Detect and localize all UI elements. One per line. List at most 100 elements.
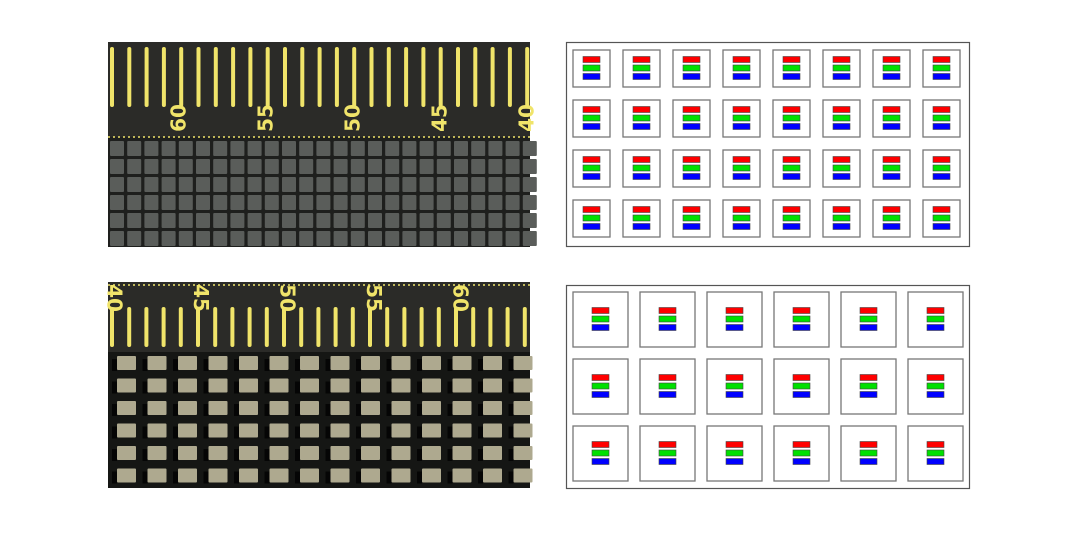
blue-subpixel bbox=[782, 173, 801, 180]
green-subpixel bbox=[859, 382, 878, 390]
chip bbox=[247, 159, 262, 174]
pixel-cell bbox=[622, 149, 661, 188]
chip bbox=[208, 423, 228, 438]
chip-shadow bbox=[142, 449, 148, 461]
ruler-label: 40 bbox=[515, 104, 539, 132]
blue-subpixel bbox=[632, 173, 651, 180]
chip bbox=[269, 468, 289, 483]
ruler-tick bbox=[402, 307, 407, 347]
pixel-cell bbox=[822, 149, 861, 188]
chip bbox=[452, 401, 472, 415]
chip bbox=[144, 177, 159, 192]
chip bbox=[350, 195, 365, 210]
chip bbox=[300, 401, 319, 415]
red-subpixel bbox=[732, 156, 751, 163]
chip bbox=[361, 356, 380, 370]
chip bbox=[161, 159, 176, 174]
chip bbox=[513, 401, 533, 415]
red-subpixel bbox=[732, 206, 751, 213]
ruler-tick bbox=[127, 307, 132, 347]
ruler-tick bbox=[522, 307, 527, 347]
chip bbox=[299, 141, 314, 156]
chip bbox=[513, 423, 533, 438]
pixel-cell bbox=[722, 99, 761, 138]
chip bbox=[196, 231, 210, 246]
pixel-cell bbox=[622, 199, 661, 238]
chip bbox=[452, 468, 472, 483]
pixel-cell bbox=[672, 49, 711, 88]
green-subpixel bbox=[725, 449, 744, 457]
chip bbox=[196, 141, 210, 156]
green-subpixel bbox=[832, 214, 851, 222]
chip bbox=[522, 213, 537, 228]
green-subpixel bbox=[882, 114, 901, 122]
blue-subpixel bbox=[859, 324, 878, 331]
chip bbox=[385, 195, 400, 210]
chip bbox=[264, 177, 279, 192]
chip bbox=[402, 195, 417, 210]
chip-shadow bbox=[142, 404, 148, 416]
green-subpixel bbox=[882, 214, 901, 222]
pixel-cell bbox=[773, 358, 830, 415]
green-subpixel bbox=[591, 315, 610, 323]
ruler-tick bbox=[283, 47, 287, 107]
chip bbox=[419, 231, 434, 246]
pixel-cell bbox=[722, 199, 761, 238]
pixel-outline bbox=[722, 99, 761, 138]
pixel-cell bbox=[706, 425, 763, 482]
chip-shadow bbox=[356, 404, 361, 416]
chip bbox=[422, 401, 441, 415]
chip-shadow bbox=[173, 404, 178, 416]
bottom-diagram bbox=[565, 284, 971, 490]
chip bbox=[452, 446, 472, 460]
pixel-cell bbox=[722, 149, 761, 188]
ruler-tick bbox=[350, 307, 355, 347]
pixel-cell bbox=[639, 358, 696, 415]
chip-shadow bbox=[264, 381, 270, 394]
chip bbox=[282, 195, 296, 210]
chip bbox=[269, 378, 289, 393]
green-subpixel bbox=[882, 164, 901, 172]
chip bbox=[391, 446, 411, 460]
chip bbox=[505, 231, 520, 246]
chip bbox=[147, 401, 167, 415]
ruler-tick bbox=[110, 307, 114, 347]
chip bbox=[264, 159, 279, 174]
blue-subpixel bbox=[832, 123, 851, 130]
chip bbox=[452, 423, 472, 438]
chip bbox=[513, 378, 533, 393]
chip bbox=[454, 231, 468, 246]
chip bbox=[196, 159, 210, 174]
chip-shadow bbox=[234, 426, 239, 439]
blue-subpixel bbox=[859, 458, 878, 465]
red-subpixel bbox=[682, 106, 701, 113]
ruler-tick bbox=[421, 47, 426, 107]
chip-shadow bbox=[508, 381, 514, 394]
chip bbox=[471, 141, 486, 156]
ruler-tick bbox=[438, 47, 443, 107]
ruler-label: 45 bbox=[189, 284, 213, 312]
chip bbox=[350, 177, 365, 192]
chip bbox=[300, 356, 319, 370]
green-subpixel bbox=[859, 449, 878, 457]
chip-shadow bbox=[264, 359, 270, 371]
ruler-tick bbox=[299, 307, 304, 347]
green-subpixel bbox=[882, 64, 901, 72]
chip-shadow bbox=[203, 449, 209, 461]
red-subpixel bbox=[932, 156, 951, 163]
chip-shadow bbox=[508, 426, 514, 439]
blue-subpixel bbox=[792, 458, 811, 465]
green-subpixel bbox=[782, 214, 801, 222]
ruler-tick bbox=[385, 307, 390, 347]
chip-shadow bbox=[356, 426, 361, 439]
chip bbox=[368, 159, 382, 174]
pixel-cell bbox=[822, 49, 861, 88]
chip bbox=[269, 446, 289, 460]
chip bbox=[333, 141, 348, 156]
chip bbox=[368, 213, 382, 228]
red-subpixel bbox=[792, 307, 811, 314]
green-subpixel bbox=[632, 64, 651, 72]
chip bbox=[391, 401, 411, 415]
pixel-cell bbox=[922, 149, 961, 188]
chip bbox=[316, 177, 331, 192]
